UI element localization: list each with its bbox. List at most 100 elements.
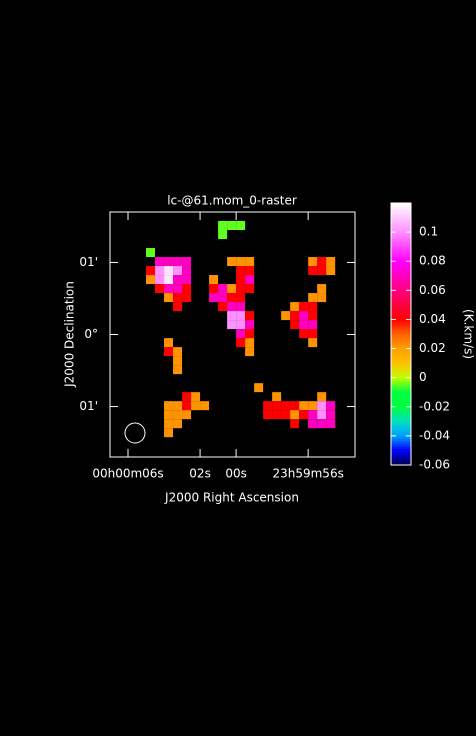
colorbar-frame xyxy=(390,202,412,466)
pixel xyxy=(245,266,255,276)
chart-title: lc-@61.mom_0-raster xyxy=(167,194,297,208)
colorbar-segment xyxy=(391,383,411,385)
colorbar-segment xyxy=(391,389,411,391)
pixel xyxy=(317,410,327,420)
pixel xyxy=(299,410,309,420)
pixel xyxy=(209,275,219,285)
colorbar-segment xyxy=(391,293,411,295)
colorbar-label: (K.km/s) xyxy=(462,309,476,359)
colorbar-segment xyxy=(391,457,411,459)
pixel xyxy=(326,401,336,411)
pixel xyxy=(182,293,192,303)
colorbar-segment xyxy=(391,315,411,317)
colorbar-segment xyxy=(391,449,411,451)
pixel xyxy=(245,338,255,348)
pixel xyxy=(236,338,246,348)
pixel xyxy=(227,284,237,294)
pixel xyxy=(146,275,156,285)
pixel xyxy=(173,419,183,429)
colorbar-segment xyxy=(391,403,411,405)
y-axis-label: J2000 Declination xyxy=(63,281,77,388)
pixel xyxy=(317,293,327,303)
pixel xyxy=(155,266,165,276)
pixel xyxy=(164,266,174,276)
pixel xyxy=(281,311,291,321)
pixel xyxy=(281,401,291,411)
colorbar-segment xyxy=(391,319,411,321)
colorbar-tick-label: 0.06 xyxy=(419,283,446,297)
colorbar-segment xyxy=(391,331,411,333)
pixel xyxy=(290,311,300,321)
x-axis-label: J2000 Right Ascension xyxy=(164,491,299,505)
pixel xyxy=(173,401,183,411)
pixel xyxy=(164,338,174,348)
pixel xyxy=(245,347,255,357)
pixel xyxy=(245,257,255,267)
colorbar-segment xyxy=(391,253,411,255)
pixel xyxy=(245,320,255,330)
colorbar-segment xyxy=(391,337,411,339)
colorbar-segment xyxy=(391,349,411,351)
colorbar-segment xyxy=(391,279,411,281)
colorbar-segment xyxy=(391,207,411,209)
colorbar-segment xyxy=(391,361,411,363)
colorbar-segment xyxy=(391,213,411,215)
colorbar-segment xyxy=(391,409,411,411)
pixel xyxy=(173,266,183,276)
pixel xyxy=(308,320,318,330)
pixel xyxy=(218,302,228,312)
pixel xyxy=(146,248,156,258)
colorbar-segment xyxy=(391,405,411,407)
colorbar-segment xyxy=(391,249,411,251)
pixel xyxy=(182,266,192,276)
colorbar-segment xyxy=(391,307,411,309)
colorbar-segment xyxy=(391,217,411,219)
colorbar-segment xyxy=(391,367,411,369)
colorbar-segment xyxy=(391,275,411,277)
colorbar-tick-label: 0 xyxy=(419,370,427,384)
colorbar-segment xyxy=(391,305,411,307)
pixel xyxy=(308,266,318,276)
pixel xyxy=(173,356,183,366)
pixel xyxy=(209,293,219,303)
colorbar-segment xyxy=(391,439,411,441)
colorbar-segment xyxy=(391,327,411,329)
pixel xyxy=(317,266,327,276)
pixel xyxy=(245,275,255,285)
colorbar-segment xyxy=(391,407,411,409)
pixel xyxy=(299,329,309,339)
beam xyxy=(124,422,146,444)
colorbar-segment xyxy=(391,227,411,229)
pixel xyxy=(263,410,273,420)
colorbar-segment xyxy=(391,379,411,381)
pixel xyxy=(290,419,300,429)
colorbar-segment xyxy=(391,375,411,377)
pixel xyxy=(182,401,192,411)
colorbar-segment xyxy=(391,461,411,463)
pixel xyxy=(182,410,192,420)
pixel xyxy=(308,311,318,321)
colorbar-segment xyxy=(391,231,411,233)
colorbar-segment xyxy=(391,289,411,291)
pixel xyxy=(236,311,246,321)
colorbar-segment xyxy=(391,311,411,313)
pixel xyxy=(245,311,255,321)
colorbar-segment xyxy=(391,243,411,245)
colorbar-segment xyxy=(391,221,411,223)
pixel xyxy=(326,410,336,420)
pixel xyxy=(164,275,174,285)
colorbar-tick-label: -0.04 xyxy=(419,428,450,442)
colorbar-segment xyxy=(391,341,411,343)
pixel xyxy=(236,302,246,312)
pixel xyxy=(290,302,300,312)
pixel xyxy=(272,401,282,411)
colorbar-segment xyxy=(391,359,411,361)
pixel xyxy=(227,257,237,267)
colorbar-segment xyxy=(391,291,411,293)
pixel xyxy=(317,257,327,267)
colorbar-segment xyxy=(391,273,411,275)
pixel xyxy=(218,284,228,294)
pixel xyxy=(236,320,246,330)
pixel xyxy=(164,293,174,303)
x-tick-label: 02s xyxy=(189,467,211,481)
